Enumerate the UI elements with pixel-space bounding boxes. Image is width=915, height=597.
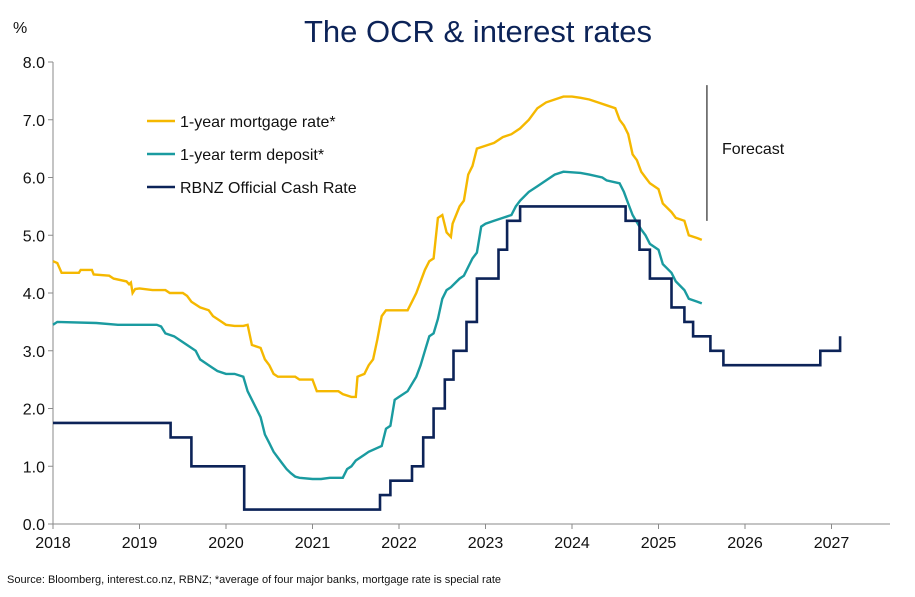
- y-tick-label: 5.0: [23, 228, 45, 245]
- y-tick-label: 3.0: [23, 344, 45, 361]
- legend: 1-year mortgage rate* 1-year term deposit…: [147, 114, 357, 197]
- y-tick-label: 6.0: [23, 171, 45, 188]
- x-tick-label: 2024: [554, 535, 590, 552]
- series-line-0: [52, 95, 703, 399]
- x-tick-label: 2019: [122, 535, 158, 552]
- y-axis-unit-label: %: [13, 20, 27, 37]
- legend-label-1: 1-year term deposit*: [180, 147, 324, 164]
- series-group: [52, 95, 842, 511]
- chart-title: The OCR & interest rates: [304, 14, 652, 49]
- source-note: Source: Bloomberg, interest.co.nz, RBNZ;…: [7, 574, 502, 586]
- y-tick-label: 2.0: [23, 402, 45, 419]
- legend-label-0: 1-year mortgage rate*: [180, 114, 336, 131]
- forecast-annotation: Forecast: [722, 141, 785, 158]
- legend-label-2: RBNZ Official Cash Rate: [180, 180, 357, 197]
- y-tick-label: 8.0: [23, 55, 45, 72]
- x-tick-label: 2023: [468, 535, 504, 552]
- x-tick-label: 2018: [35, 535, 71, 552]
- x-tick-label: 2021: [295, 535, 331, 552]
- y-tick-label: 7.0: [23, 113, 45, 130]
- series-line-2: [53, 205, 842, 511]
- y-axis: 0.0 1.0 2.0 3.0 4.0 5.0 6.0 7.0 8.0: [23, 55, 53, 534]
- x-tick-label: 2020: [208, 535, 244, 552]
- x-tick-label: 2025: [641, 535, 677, 552]
- x-tick-label: 2027: [814, 535, 850, 552]
- y-tick-label: 1.0: [23, 459, 45, 476]
- x-axis: 2018 2019 2020 2021 2022 2023 2024 2025 2026 2027: [35, 524, 849, 552]
- y-tick-label: 4.0: [23, 286, 45, 303]
- x-tick-label: 2022: [381, 535, 417, 552]
- series-line-1: [52, 170, 703, 481]
- x-tick-label: 2026: [727, 535, 763, 552]
- y-tick-label: 0.0: [23, 517, 45, 534]
